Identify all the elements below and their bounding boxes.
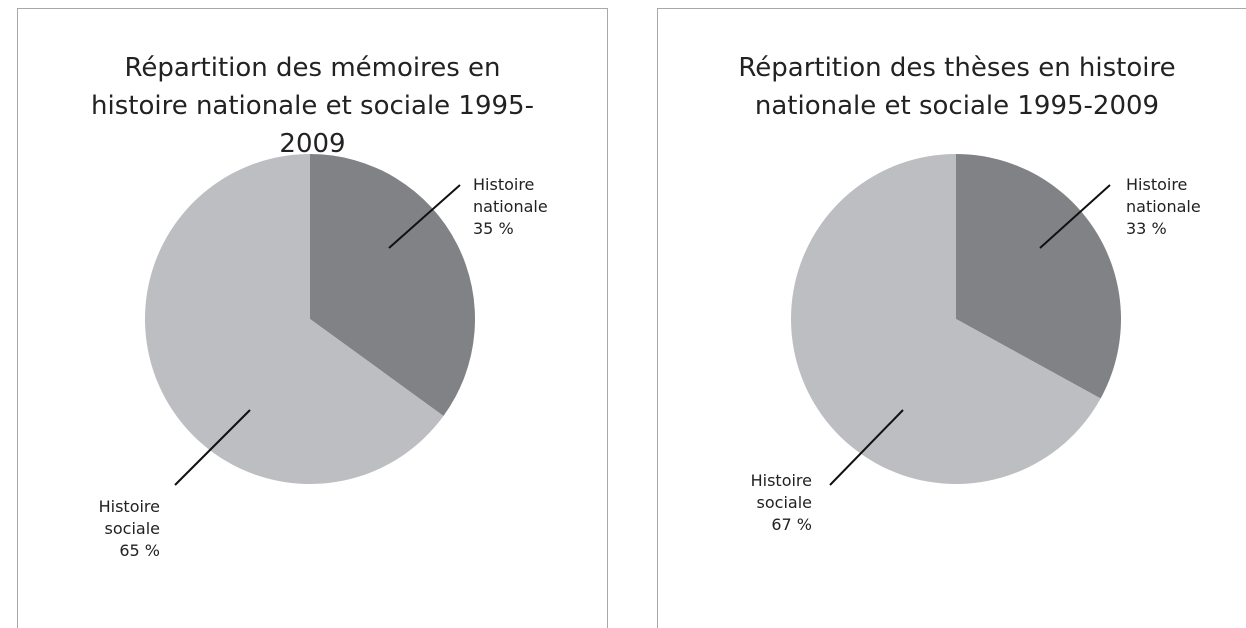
value-label: 65 % <box>119 541 160 560</box>
value-label: 67 % <box>771 515 812 534</box>
charts: Histoire nationale 35 % Histoire sociale 65 %… <box>99 154 1201 560</box>
page: Répartition des mémoires en histoire nat… <box>17 8 1246 628</box>
value-label: 33 % <box>1126 219 1167 238</box>
pie-slice <box>956 154 1121 399</box>
chart-title: Répartition des mémoires en histoire nat… <box>91 53 534 159</box>
leader-line <box>388 184 461 249</box>
chart-panel: Répartition des thèses en histoire natio… <box>657 8 1246 628</box>
pie-slice <box>144 154 444 484</box>
slice-label: Histoire sociale <box>751 471 812 512</box>
value-label: 35 % <box>473 219 514 238</box>
pie-slice <box>310 154 475 416</box>
leader-line <box>829 409 904 486</box>
leader-line <box>174 409 251 486</box>
slice-label: Histoire sociale <box>99 497 160 538</box>
chart-panel: Répartition des mémoires en histoire nat… <box>17 8 608 628</box>
pie-slice <box>791 154 1101 484</box>
leader-line <box>1039 184 1111 249</box>
slice-label: Histoire nationale <box>1126 175 1201 216</box>
slice-label: Histoire nationale <box>473 175 548 216</box>
chart-title: Répartition des thèses en histoire natio… <box>738 53 1176 121</box>
